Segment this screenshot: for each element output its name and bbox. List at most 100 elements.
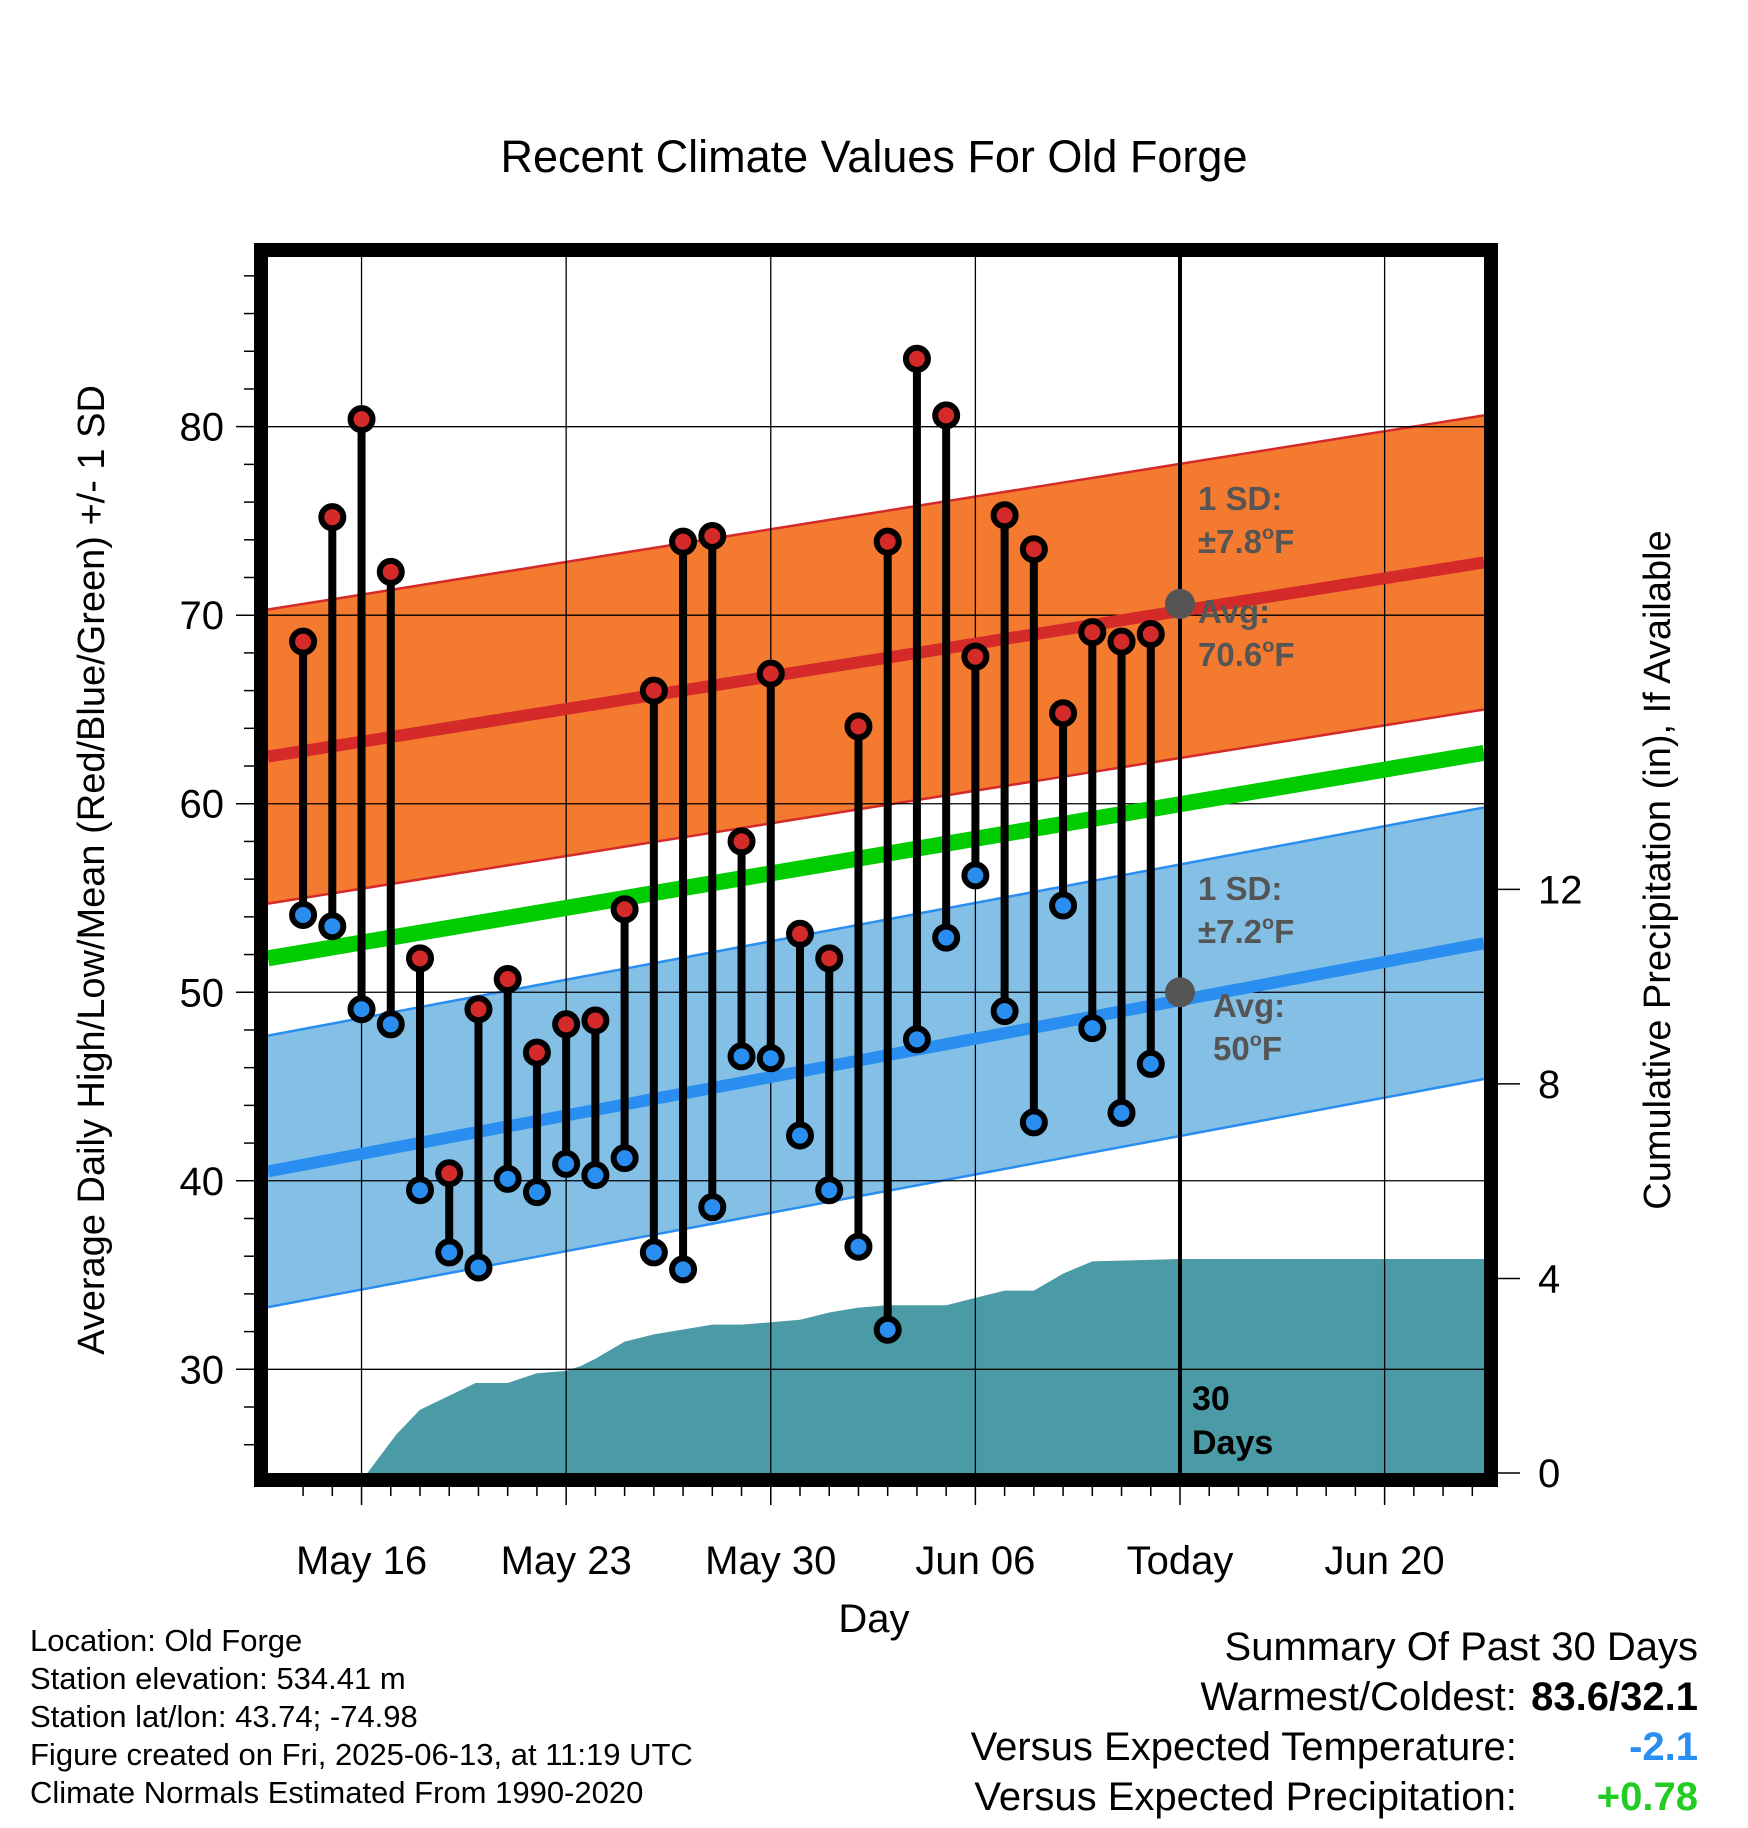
low-point [464,1253,493,1282]
avg-low-marker [1165,977,1195,1008]
high-point [552,1010,581,1039]
location-text: Location: Old Forge [30,1623,303,1658]
normal-mean-line [266,744,1486,967]
precip-value: +0.78 [1596,1775,1698,1819]
high-point [1078,618,1107,647]
low-point [727,1042,756,1071]
created-text: Figure created on Fri, 2025-06-13, at 11… [30,1737,693,1772]
normal-high-line [267,556,1485,763]
low-point [493,1164,522,1193]
low-point [786,1121,814,1150]
low-point [522,1178,551,1207]
avg-high-marker [1165,588,1195,619]
plot-frame [254,243,1498,1487]
sd-low-label: 1 SD: [1198,870,1282,907]
y-axis-label-right: Cumulative Precipitation (in), If Availa… [1637,530,1679,1209]
high-point [581,1006,610,1035]
low-point [318,912,347,941]
avg-high-label: Avg: [1198,593,1270,630]
x-tick-label: May 16 [296,1539,427,1583]
low-point [873,1315,902,1344]
high-point [844,712,873,741]
low-point [406,1176,434,1205]
y-tick-label: 30 [180,1348,225,1392]
y-right-tick-label: 0 [1538,1452,1560,1496]
warm-cold-value: 83.6/32.1 [1531,1675,1698,1719]
sd-high-label: 1 SD: [1198,480,1282,517]
low-point [932,923,961,952]
y-right-tick-label: 4 [1538,1257,1560,1301]
low-point [1049,891,1078,920]
x-tick-label: Today [1127,1539,1234,1583]
high-point [698,522,727,551]
x-tick-label: May 30 [705,1539,836,1583]
high-point [347,405,376,434]
low-point [1019,1108,1048,1137]
sd-high-value: ±7.8oF [1198,522,1294,560]
low-point [289,900,318,929]
low-point [698,1193,727,1222]
precip-area [268,1258,1484,1473]
precip-row: Versus Expected Precipitation: +0.78 [971,1772,1698,1822]
warm-cold-row: Warmest/Coldest: 83.6/32.1 [971,1672,1699,1722]
high-point [1049,699,1078,728]
days-label-number: 30 [1192,1380,1230,1418]
plot-area: 1 SD: ±7.8oF Avg: 70.6oF 1 SD: ±7.2oF Avg: 50oF… [180,243,1583,1583]
low-point [639,1238,668,1267]
high-point [435,1159,464,1188]
high-point [727,827,756,856]
elevation-text: Station elevation: 534.41 m [30,1661,406,1696]
avg-low-label: Avg: [1213,987,1285,1024]
low-point [581,1161,610,1190]
y-tick-label: 50 [180,971,225,1015]
low-point [961,861,990,890]
low-point [1136,1049,1165,1078]
high-point [786,919,814,948]
x-tick-label: May 23 [501,1539,632,1583]
low-point [347,995,376,1024]
low-point [610,1144,639,1173]
low-point [1107,1098,1136,1127]
high-point [902,344,931,373]
high-point [318,503,347,532]
normal-low-line [266,937,1486,1178]
x-tick-label: Jun 20 [1325,1539,1445,1583]
high-point [1019,535,1048,564]
normals-text: Climate Normals Estimated From 1990-2020 [30,1775,644,1810]
high-point [873,527,902,556]
sd-low-value: ±7.2oF [1198,912,1294,950]
high-point [610,895,639,924]
high-point [1107,627,1136,656]
high-point [756,659,785,688]
high-point [669,527,698,556]
avg-high-value: 70.6oF [1198,635,1295,673]
low-point [435,1238,464,1267]
y-axis-label: Average Daily High/Low/Mean (Red/Blue/Gr… [71,385,113,1355]
y-right-tick-label: 12 [1538,868,1583,912]
y-tick-label: 80 [180,406,225,450]
high-point [493,965,522,994]
y-right-tick-label: 8 [1538,1063,1560,1107]
temp-label: Versus Expected Temperature: [970,1725,1517,1769]
high-point [990,501,1019,530]
y-tick-label: 40 [180,1160,225,1204]
x-tick-label: Jun 06 [915,1539,1035,1583]
precip-label: Versus Expected Precipitation: [974,1775,1517,1819]
x-axis-label: Day [838,1597,909,1641]
days-label-word: Days [1192,1424,1273,1462]
high-point [289,627,318,656]
low-point [902,1025,931,1054]
station-info: Location: Old Forge Station elevation: 5… [30,1622,693,1812]
low-point [552,1149,581,1178]
temp-row: Versus Expected Temperature: -2.1 [971,1722,1698,1772]
low-point [1078,1014,1107,1043]
high-point [376,557,405,586]
high-point [406,944,434,973]
y-tick-label: 70 [180,594,225,638]
y-tick-label: 60 [180,783,225,827]
summary-title: Summary Of Past 30 Days [1224,1625,1698,1669]
chart-title: Recent Climate Values For Old Forge [501,131,1248,182]
high-point [464,995,493,1024]
low-point [844,1232,873,1261]
